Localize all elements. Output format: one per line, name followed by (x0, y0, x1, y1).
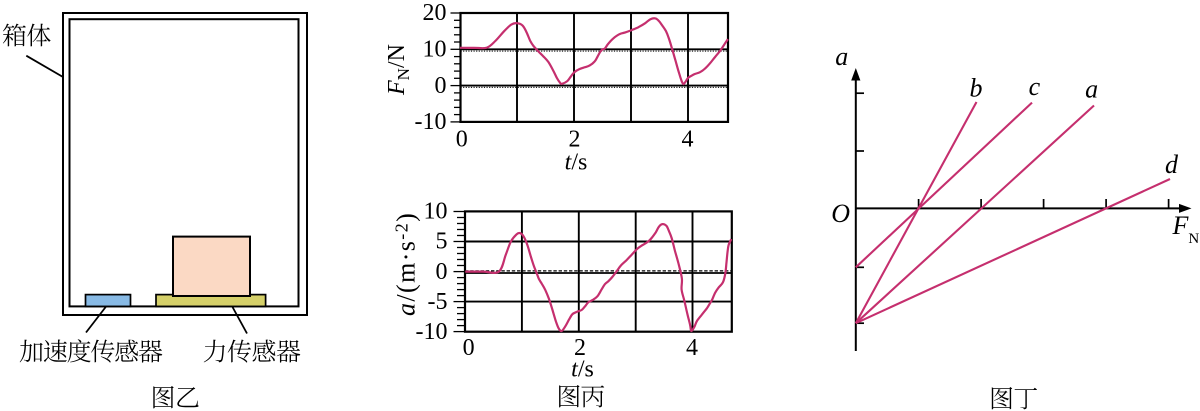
svg-text:-5: -5 (428, 289, 448, 315)
svg-text:-10: -10 (416, 319, 448, 345)
svg-text:4: 4 (682, 127, 694, 153)
svg-text:0: 0 (436, 259, 448, 285)
svg-text:10: 10 (423, 37, 447, 63)
svg-text:FN: FN (1172, 211, 1200, 247)
svg-text:0: 0 (435, 73, 447, 99)
svg-text:O: O (831, 199, 850, 228)
svg-text:t/s: t/s (565, 150, 588, 176)
svg-text:c: c (1029, 72, 1041, 101)
svg-text:d: d (1165, 150, 1179, 179)
svg-text:b: b (970, 74, 983, 103)
svg-text:FN/N: FN/N (384, 44, 413, 96)
svg-text:a: a (1085, 75, 1098, 104)
svg-text:t/s: t/s (571, 357, 594, 383)
svg-text:-10: -10 (415, 109, 447, 135)
svg-text:4: 4 (686, 335, 698, 361)
svg-text:a: a (835, 42, 848, 71)
svg-text:2: 2 (569, 127, 581, 153)
svg-text:20: 20 (423, 0, 447, 26)
svg-text:2: 2 (574, 335, 586, 361)
svg-text:5: 5 (436, 229, 448, 255)
svg-text:0: 0 (456, 127, 468, 153)
svg-text:10: 10 (424, 199, 448, 225)
svg-text:0: 0 (463, 335, 475, 361)
